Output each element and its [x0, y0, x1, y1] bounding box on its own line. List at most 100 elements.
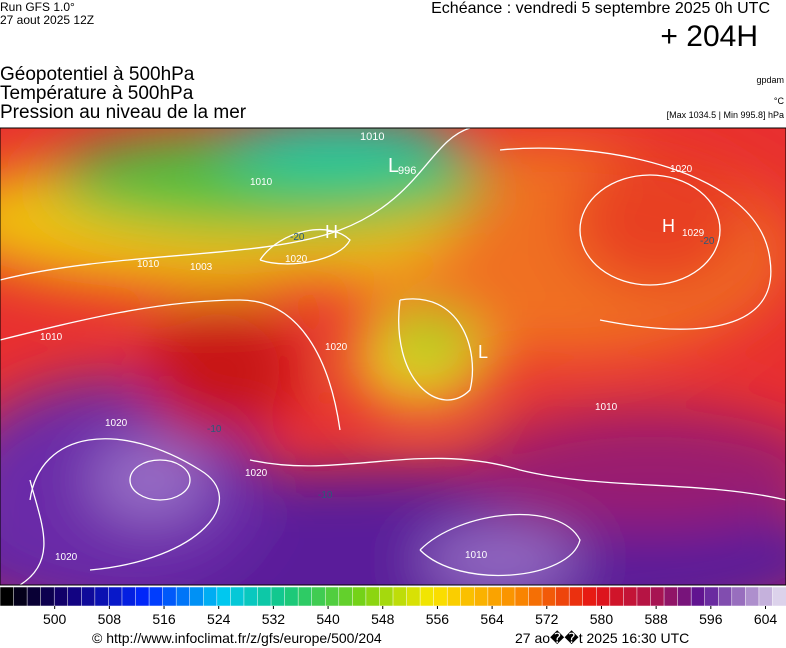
map-label: 1010: [137, 259, 160, 270]
colorbar-swatch: [690, 586, 706, 607]
map-label: 1020: [55, 552, 78, 563]
lead-time: + 204H: [660, 20, 758, 53]
colorbar-swatch: [717, 586, 733, 607]
colorbar-swatch: [731, 586, 747, 607]
colorbar-swatch: [772, 586, 786, 607]
colorbar-swatch: [650, 586, 665, 607]
colorbar-swatch: [0, 586, 15, 607]
colorbar-swatch: [175, 586, 191, 607]
colorbar-swatch: [148, 586, 164, 607]
map-label: 1020: [245, 468, 268, 479]
colorbar-swatch: [704, 586, 719, 607]
map-label: 1010: [360, 131, 384, 143]
colorbar-tick-label: 596: [699, 611, 723, 627]
colorbar-swatch: [324, 586, 340, 607]
colorbar-swatch: [230, 586, 245, 607]
source: © http://www.infoclimat.fr/z/gfs/europe/…: [92, 630, 382, 646]
valid-time: Echéance : vendredi 5 septembre 2025 0h …: [431, 0, 770, 17]
colorbar-swatch: [338, 586, 354, 607]
map-label: 996: [398, 165, 416, 177]
colorbar-swatch: [216, 586, 232, 607]
colorbar-swatch: [745, 586, 760, 607]
map-label: 1010: [595, 402, 618, 413]
colorbar-swatch: [568, 586, 584, 607]
map-label: 1020: [670, 164, 693, 175]
colorbar-tick-label: 564: [480, 611, 504, 627]
colorbar-tick-label: 516: [152, 611, 176, 627]
colorbar-swatch: [528, 586, 543, 607]
colorbar-swatch: [460, 586, 476, 607]
field: Géopotentiel à 500hPa: [0, 64, 195, 85]
colorbar-swatch: [53, 586, 69, 607]
colorbar-tick-label: 588: [644, 611, 668, 627]
colorbar-swatch: [81, 586, 96, 607]
map-label: 1029: [682, 228, 705, 239]
colorbar-tick-label: 580: [590, 611, 614, 627]
map-label: 1010: [40, 332, 63, 343]
map-label: -10: [207, 424, 222, 435]
colorbar-tick-label: 500: [43, 611, 67, 627]
colorbar-tick-label: 532: [262, 611, 286, 627]
isobars: [0, 128, 786, 585]
colorbar-swatch: [108, 586, 123, 607]
colorbar-swatch: [162, 586, 177, 607]
unit: gpdam: [756, 75, 784, 85]
colorbar-tick-label: 604: [754, 611, 778, 627]
colorbar-swatch: [311, 586, 326, 607]
colorbar-swatch: [379, 586, 394, 607]
map-label: 1020: [285, 254, 308, 265]
colorbar-swatch: [352, 586, 367, 607]
colorbar-swatch: [609, 586, 625, 607]
colorbar-tick-label: 524: [207, 611, 231, 627]
map-label: 1010: [465, 550, 488, 561]
colorbar-swatch: [677, 586, 692, 607]
colorbar-swatch: [555, 586, 570, 607]
created: 27 ao��t 2025 16:30 UTC: [515, 630, 690, 646]
colorbar-swatch: [501, 586, 516, 607]
colorbar-swatch: [67, 586, 83, 607]
map-label: 1010: [250, 177, 273, 188]
colorbar-swatch: [623, 586, 638, 607]
unit: °C: [773, 96, 784, 106]
map-label: -10: [318, 490, 333, 501]
map-label: 1020: [105, 418, 128, 429]
colorbar-swatch: [487, 586, 503, 607]
colorbar-swatch: [121, 586, 137, 607]
map-label: -20: [290, 232, 305, 243]
colorbar-swatch: [596, 586, 611, 607]
colorbar-swatch: [446, 586, 462, 607]
map-label: -20: [700, 236, 715, 247]
colorbar-swatch: [40, 586, 55, 607]
colorbar-swatch: [541, 586, 557, 607]
colorbar-swatch: [257, 586, 272, 607]
colorbar-tick-label: 556: [426, 611, 450, 627]
colorbar-tick-label: 548: [371, 611, 395, 627]
colorbar-swatch: [365, 586, 381, 607]
colorbar-swatch: [203, 586, 218, 607]
colorbar-swatch: [433, 586, 448, 607]
colorbar-swatch: [582, 586, 598, 607]
colorbar-swatch: [284, 586, 299, 607]
colorbar-swatch: [243, 586, 259, 607]
colorbar-swatch: [514, 586, 530, 607]
run: Run GFS 1.0°: [0, 0, 75, 14]
colorbar-swatch: [94, 586, 110, 607]
colorbar-swatch: [26, 586, 42, 607]
colorbar-swatch: [636, 586, 652, 607]
colorbar-tick-label: 572: [535, 611, 559, 627]
colorbar-swatch: [189, 586, 205, 607]
colorbar-swatch: [297, 586, 313, 607]
colorbar-swatch: [419, 586, 435, 607]
colorbar-tick-label: 540: [316, 611, 340, 627]
colorbar-swatch: [392, 586, 408, 607]
weather-field: [0, 128, 786, 585]
colorbar-swatch: [270, 586, 286, 607]
colorbar-swatch: [758, 586, 774, 607]
colorbar-swatch: [406, 586, 421, 607]
field: Température à 500hPa: [0, 83, 194, 104]
colorbar-swatch: [13, 586, 28, 607]
map-label: L: [478, 342, 488, 362]
colorbar-swatch: [474, 586, 489, 607]
colorbar-swatch: [135, 586, 150, 607]
